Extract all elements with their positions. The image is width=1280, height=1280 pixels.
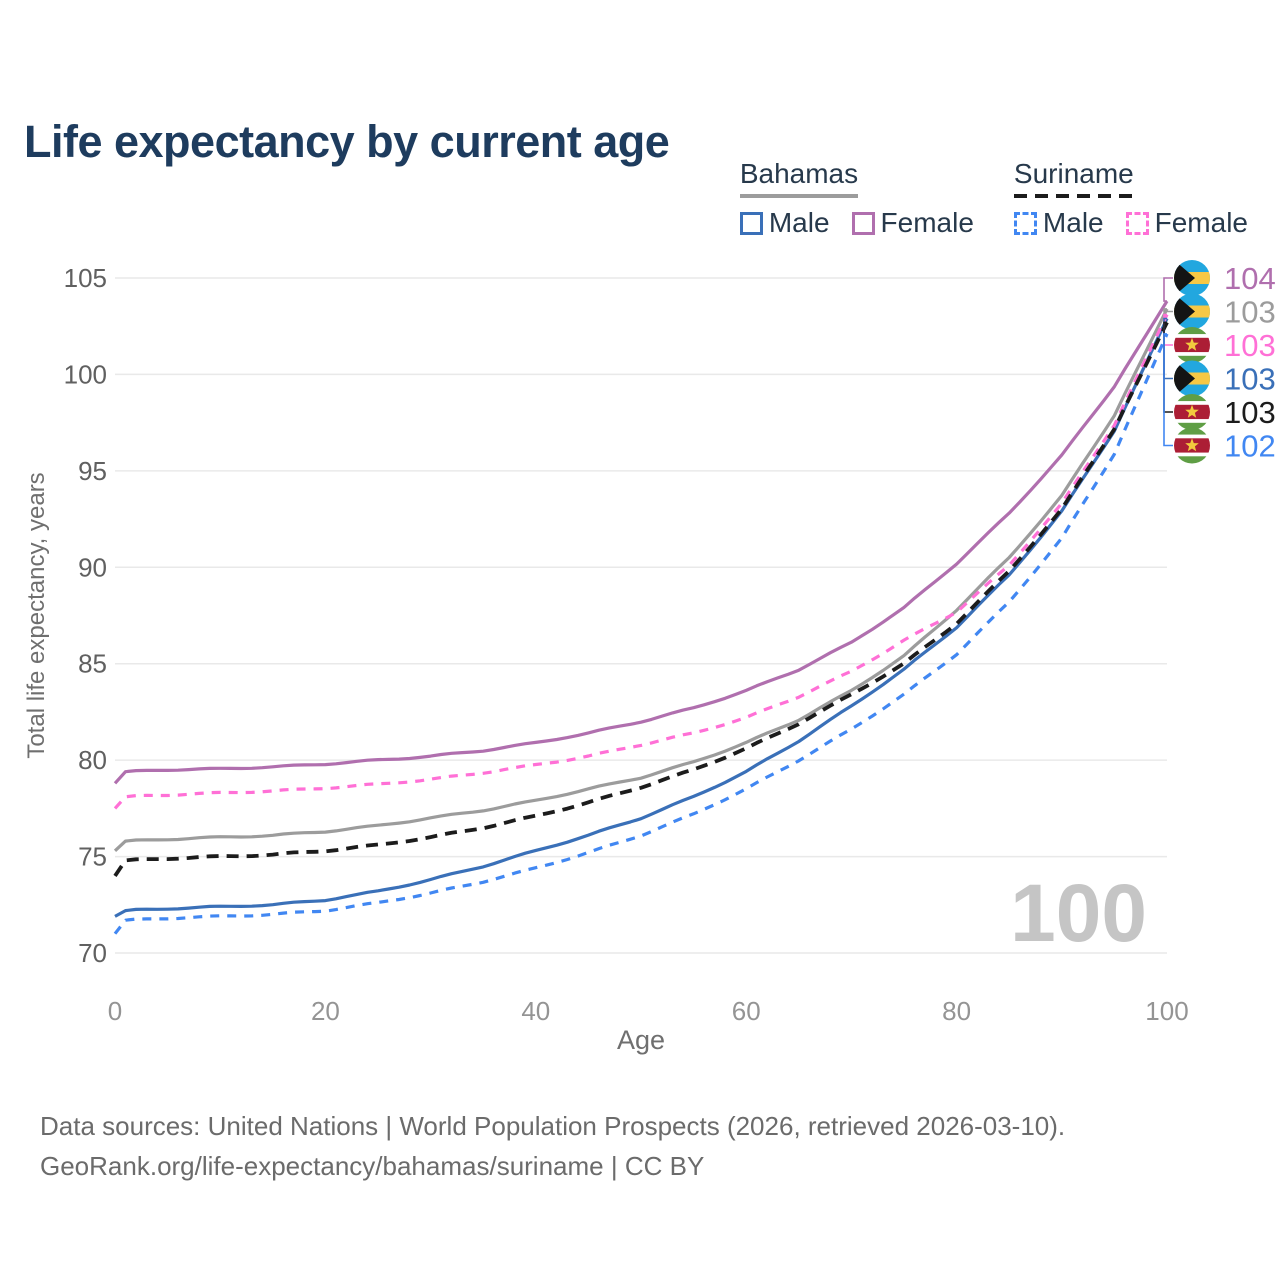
- suriname-line-style-swatch: [1013, 194, 1134, 198]
- suriname-female-swatch: [1125, 211, 1149, 235]
- flag-bahamas-icon: [1174, 293, 1210, 330]
- y-axis-title: Total life expectancy, years: [23, 472, 50, 758]
- flag-suriname-icon: [1174, 327, 1210, 363]
- legend-item-suriname-female[interactable]: Female: [1125, 207, 1248, 239]
- legend-item-suriname-male[interactable]: Male: [1013, 207, 1104, 239]
- age-counter-watermark: 100: [1010, 868, 1147, 959]
- footer-line-sources: Data sources: United Nations | World Pop…: [40, 1111, 1066, 1141]
- series-line-suriname-female[interactable]: [113, 313, 1169, 810]
- end-value-label-suriname: 103: [1224, 395, 1276, 430]
- legend-item-bahamas-female[interactable]: Female: [851, 207, 974, 239]
- y-tick-label-80: 80: [78, 745, 107, 775]
- y-tick-label-90: 90: [78, 552, 107, 582]
- legend-item-bahamas-male[interactable]: Male: [739, 207, 830, 239]
- end-value-label-bahamas: 103: [1224, 295, 1276, 330]
- series-line-bahamas-male[interactable]: [114, 317, 1169, 918]
- legend: Bahamas Male Female Suriname Male: [739, 158, 1248, 239]
- flag-bahamas-icon: [1174, 360, 1210, 397]
- y-tick-label-105: 105: [64, 263, 107, 293]
- x-tick-label-100: 100: [1145, 996, 1188, 1026]
- legend-country-bahamas[interactable]: Bahamas: [739, 158, 859, 198]
- series-line-suriname[interactable]: [113, 321, 1169, 877]
- y-tick-label-85: 85: [78, 649, 107, 679]
- x-tick-label-60: 60: [732, 996, 761, 1026]
- end-label-connector-bahamas-female: [1163, 277, 1173, 302]
- bahamas-male-swatch: [739, 211, 763, 235]
- legend-item-label: Female: [1154, 207, 1248, 238]
- x-axis-title: Age: [617, 1025, 665, 1055]
- footer-line-attribution: GeoRank.org/life-expectancy/bahamas/suri…: [40, 1151, 705, 1181]
- end-label-connector-suriname-male: [1163, 333, 1173, 447]
- series-line-bahamas-female[interactable]: [113, 300, 1169, 785]
- flag-suriname-icon: [1174, 427, 1210, 464]
- x-tick-label-20: 20: [311, 996, 340, 1026]
- series-line-bahamas[interactable]: [113, 308, 1169, 852]
- legend-country-suriname[interactable]: Suriname: [1013, 158, 1134, 198]
- suriname-male-swatch: [1013, 211, 1037, 235]
- end-value-label-bahamas-female: 104: [1224, 261, 1276, 296]
- page-title: Life expectancy by current age: [24, 116, 670, 168]
- y-tick-label-70: 70: [78, 938, 107, 968]
- end-label-connector-bahamas: [1163, 308, 1173, 313]
- legend-item-label: Male: [1042, 207, 1104, 238]
- y-tick-label-75: 75: [78, 842, 107, 872]
- y-tick-label-100: 100: [64, 359, 107, 389]
- legend-item-label: Female: [880, 207, 974, 238]
- legend-country-label: Bahamas: [739, 158, 859, 189]
- y-tick-label-95: 95: [78, 456, 107, 486]
- end-value-label-suriname-male: 102: [1224, 429, 1276, 464]
- x-tick-label-80: 80: [942, 996, 971, 1026]
- legend-group-suriname: Suriname Male Female: [1013, 158, 1248, 239]
- flag-bahamas-icon: [1174, 260, 1210, 296]
- flag-suriname-icon: [1174, 394, 1210, 430]
- legend-group-bahamas: Bahamas Male Female: [739, 158, 974, 239]
- x-tick-label-40: 40: [521, 996, 550, 1026]
- series-line-suriname-male[interactable]: [113, 333, 1169, 935]
- legend-item-label: Male: [768, 207, 830, 238]
- x-tick-label-0: 0: [108, 996, 122, 1026]
- end-value-label-suriname-female: 103: [1224, 328, 1276, 363]
- legend-country-label: Suriname: [1013, 158, 1134, 189]
- end-value-label-bahamas-male: 103: [1224, 362, 1276, 397]
- bahamas-female-swatch: [851, 211, 875, 235]
- bahamas-line-style-swatch: [739, 194, 859, 198]
- data-sources-footer: Data sources: United Nations | World Pop…: [40, 1106, 1065, 1186]
